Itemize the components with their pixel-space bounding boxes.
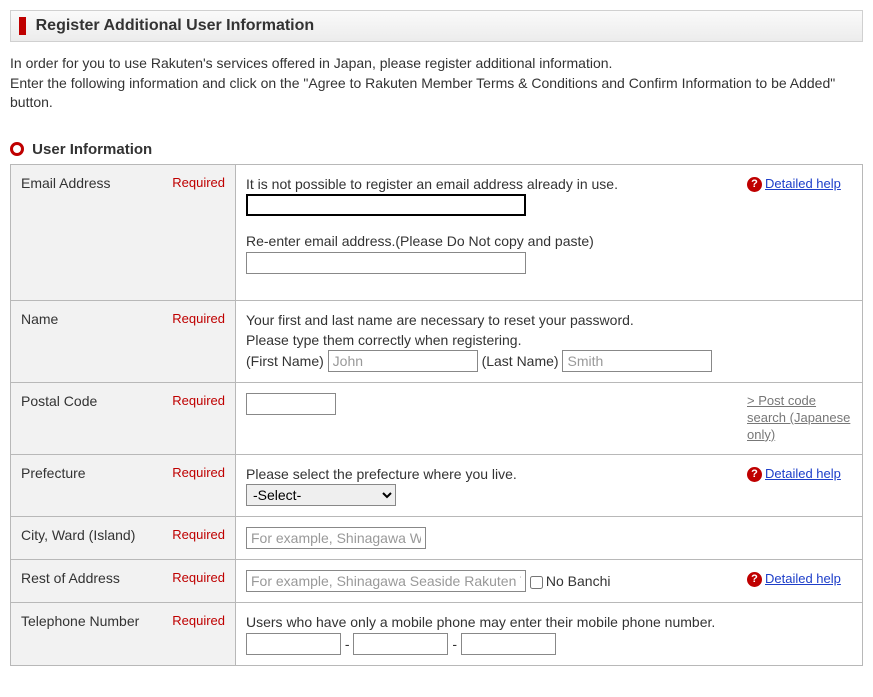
name-note1: Your first and last name are necessary t…	[246, 311, 852, 331]
required-badge: Required	[172, 570, 225, 585]
section-title-text: User Information	[32, 141, 152, 158]
postal-code-input[interactable]	[246, 393, 336, 415]
tel-input-2[interactable]	[353, 633, 448, 655]
page-header: Register Additional User Information	[10, 10, 863, 42]
label-prefecture: Prefecture	[21, 465, 86, 481]
prefecture-select[interactable]: -Select-	[246, 484, 396, 506]
required-badge: Required	[172, 311, 225, 326]
prefecture-note: Please select the prefecture where you l…	[246, 465, 737, 485]
postcode-search-link[interactable]: > Post code search (Japanese only)	[747, 393, 852, 444]
email-confirm-input[interactable]	[246, 252, 526, 274]
label-postal: Postal Code	[21, 393, 97, 409]
required-badge: Required	[172, 613, 225, 628]
email-input[interactable]	[246, 194, 526, 216]
email-note1: It is not possible to register an email …	[246, 175, 737, 195]
required-badge: Required	[172, 465, 225, 480]
tel-input-3[interactable]	[461, 633, 556, 655]
intro-line1: In order for you to use Rakuten's servic…	[10, 55, 612, 71]
tel-note: Users who have only a mobile phone may e…	[246, 613, 852, 633]
city-input[interactable]	[246, 527, 426, 549]
email-note2: Re-enter email address.(Please Do Not co…	[246, 232, 737, 252]
rest-address-input[interactable]	[246, 570, 526, 592]
last-name-label: (Last Name)	[482, 353, 559, 369]
intro-line2: Enter the following information and clic…	[10, 75, 835, 111]
first-name-label: (First Name)	[246, 353, 324, 369]
first-name-input[interactable]	[328, 350, 478, 372]
required-badge: Required	[172, 175, 225, 190]
tel-input-1[interactable]	[246, 633, 341, 655]
name-note2: Please type them correctly when register…	[246, 331, 852, 351]
no-banchi-checkbox[interactable]	[530, 576, 543, 589]
section-title: User Information	[10, 141, 863, 158]
header-accent-bar	[19, 17, 26, 35]
detailed-help-link[interactable]: Detailed help	[765, 176, 841, 192]
label-tel: Telephone Number	[21, 613, 139, 629]
tel-sep: -	[341, 636, 353, 652]
form-table: Email Address Required It is not possibl…	[10, 164, 863, 666]
label-email: Email Address	[21, 175, 110, 191]
detailed-help-link[interactable]: Detailed help	[765, 466, 841, 482]
no-banchi-label: No Banchi	[546, 573, 611, 589]
tel-sep: -	[448, 636, 460, 652]
last-name-input[interactable]	[562, 350, 712, 372]
help-icon: ?	[747, 467, 762, 482]
help-icon: ?	[747, 572, 762, 587]
page-title: Register Additional User Information	[36, 17, 315, 34]
required-badge: Required	[172, 527, 225, 542]
bullet-icon	[10, 142, 24, 156]
intro-text: In order for you to use Rakuten's servic…	[10, 54, 863, 113]
label-rest: Rest of Address	[21, 570, 120, 586]
label-name: Name	[21, 311, 58, 327]
label-city: City, Ward (Island)	[21, 527, 135, 543]
required-badge: Required	[172, 393, 225, 408]
detailed-help-link[interactable]: Detailed help	[765, 571, 841, 587]
help-icon: ?	[747, 177, 762, 192]
